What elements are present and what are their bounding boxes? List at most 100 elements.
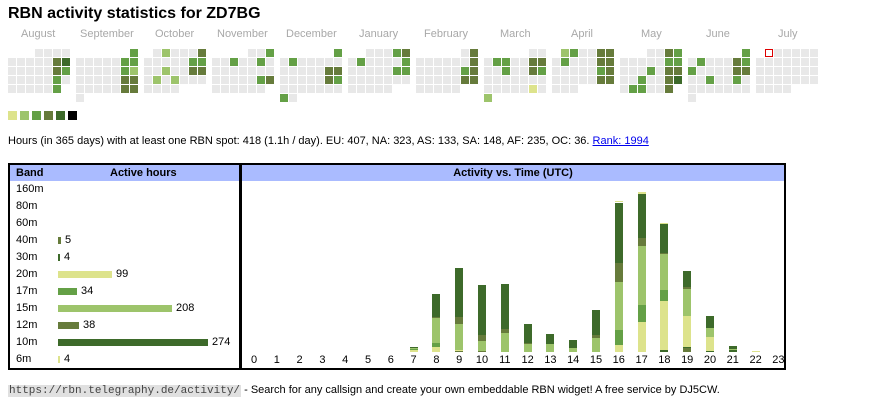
calendar-day [44, 58, 52, 66]
calendar-day [348, 85, 356, 93]
band-row: 12m 38 [10, 317, 239, 334]
calendar-day [416, 58, 424, 66]
calendar-day [153, 76, 161, 84]
month-label: January [359, 28, 399, 40]
band-hours-bar [58, 254, 60, 261]
calendar-day [384, 58, 392, 66]
calendar-day [153, 58, 161, 66]
calendar-day [171, 85, 179, 93]
calendar-day [665, 49, 673, 57]
band-hours-value: 5 [65, 234, 72, 246]
bar-segment-30m [706, 350, 714, 352]
bar-segment-15m [683, 289, 692, 317]
calendar-day [26, 76, 34, 84]
calendar-day [189, 58, 197, 66]
calendar-day [8, 85, 16, 93]
calendar-day [76, 67, 84, 75]
calendar-day [688, 94, 696, 102]
calendar-day [198, 58, 206, 66]
calendar-day [121, 67, 129, 75]
calendar-day [538, 85, 546, 93]
calendar-day [221, 58, 229, 66]
band-hours-bar [58, 339, 208, 346]
hour-tick-label: 8 [433, 354, 440, 366]
hour-tick-label: 3 [319, 354, 326, 366]
calendar-day [62, 58, 70, 66]
bar-segment-15m [569, 347, 578, 352]
calendar-day [561, 49, 569, 57]
calendar-day [248, 58, 256, 66]
calendar-day [724, 58, 732, 66]
bar-segment-20m [660, 301, 669, 350]
bar-segment-15m [455, 324, 464, 350]
calendar-day [85, 76, 93, 84]
calendar-day [665, 85, 673, 93]
hour-tick-label: 7 [410, 354, 417, 366]
calendar-day [266, 49, 274, 57]
calendar-day [162, 58, 170, 66]
bar-segment-10m [614, 202, 623, 263]
calendar-day [298, 76, 306, 84]
calendar-day [552, 58, 560, 66]
calendar-day [674, 67, 682, 75]
band-hours-value: 38 [83, 319, 96, 331]
calendar-day [307, 76, 315, 84]
band-name: 6m [16, 353, 32, 365]
calendar-day [529, 58, 537, 66]
calendar-day [17, 58, 25, 66]
calendar-day [715, 76, 723, 84]
calendar-day [221, 85, 229, 93]
calendar-day [570, 85, 578, 93]
calendar-day [130, 58, 138, 66]
calendar-day [801, 67, 809, 75]
calendar-day [325, 58, 333, 66]
calendar-day [724, 76, 732, 84]
month-label: September [80, 28, 134, 40]
calendar-day [561, 85, 569, 93]
calendar-day [26, 85, 34, 93]
calendar-day [597, 58, 605, 66]
calendar-day [416, 67, 424, 75]
hour-tick-label: 13 [544, 354, 557, 366]
bar-segment-10m [455, 268, 464, 317]
calendar-day [529, 49, 537, 57]
calendar-day [579, 67, 587, 75]
calendar-day [257, 58, 265, 66]
calendar-day [606, 49, 614, 57]
footer-url[interactable]: https://rbn.telegraphy.de/activity/ [8, 385, 242, 397]
bar-segment-15m [409, 347, 418, 349]
bar-segment-17m [637, 304, 646, 322]
activity-calendar [0, 49, 870, 105]
calendar-day [765, 67, 773, 75]
calendar-day [62, 76, 70, 84]
calendar-day [239, 58, 247, 66]
calendar-day [434, 76, 442, 84]
calendar-day [520, 67, 528, 75]
band-name: 60m [16, 217, 38, 229]
calendar-day [162, 85, 170, 93]
calendar-day [783, 49, 791, 57]
calendar-day [443, 76, 451, 84]
bar-segment-10m [706, 316, 714, 328]
calendar-day [452, 76, 460, 84]
rank-link[interactable]: Rank: 1994 [592, 135, 649, 147]
calendar-day [76, 94, 84, 102]
calendar-day [579, 49, 587, 57]
bar-segment-15m [706, 327, 714, 337]
calendar-day [266, 76, 274, 84]
calendar-day [742, 85, 750, 93]
calendar-day [180, 58, 188, 66]
calendar-day [452, 58, 460, 66]
bar-segment-15m [478, 340, 486, 351]
calendar-day [393, 67, 401, 75]
calendar-day [620, 58, 628, 66]
bar-segment-6m [637, 191, 646, 194]
calendar-day [357, 67, 365, 75]
legend-swatch [20, 111, 29, 120]
month-label: October [155, 28, 195, 40]
calendar-day [493, 85, 501, 93]
calendar-day [620, 85, 628, 93]
bar-segment-20m [409, 349, 418, 352]
calendar-day [35, 85, 43, 93]
calendar-day [393, 49, 401, 57]
